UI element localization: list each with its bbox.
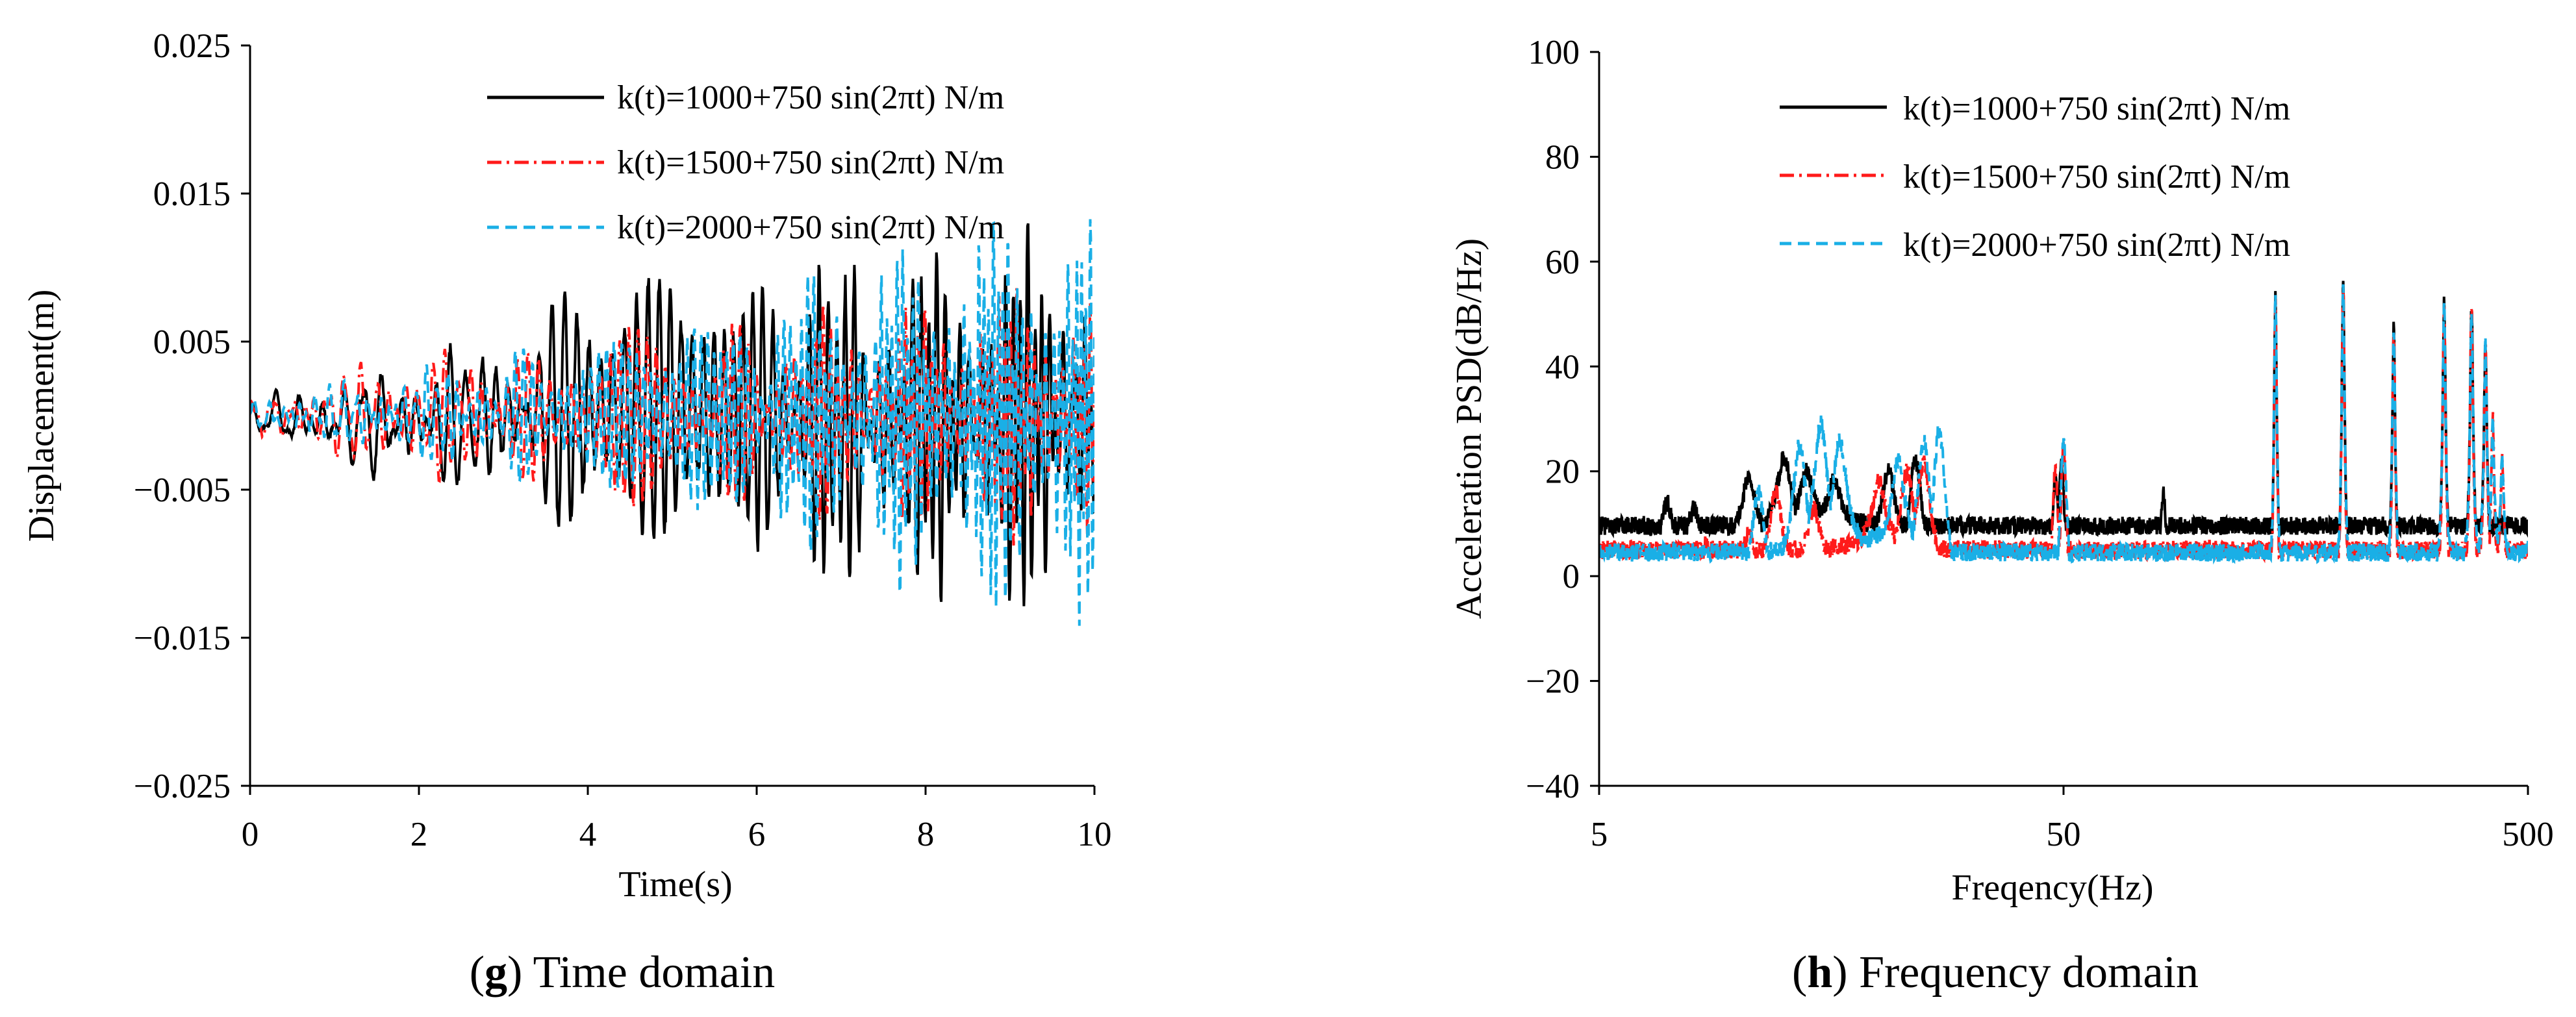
chart-g-y-axis-title: Displacement(m)	[21, 290, 62, 542]
chart-g-y-tick-label: 0.015	[153, 175, 231, 213]
chart-h-x-tick-label: 50	[2047, 816, 2081, 853]
chart-g-series-line	[250, 219, 1094, 626]
chart-h-series-line	[1599, 281, 2528, 539]
chart-h-y-tick-label: 100	[1528, 34, 1580, 71]
chart-g-legend-label: k(t)=1500+750 sin(2πt) N/m	[617, 144, 1004, 181]
chart-h: 100 80 60 40 20 0 −20 −40 5 50 500 Freqency(Hz) A…	[1449, 34, 2554, 908]
chart-g-x-ticks: 0 2 4 6 8 10	[242, 786, 1112, 853]
chart-g-plot-area	[250, 219, 1094, 626]
caption-h: (h) Frequency domain	[1792, 948, 2199, 998]
chart-h-legend-label: k(t)=1500+750 sin(2πt) N/m	[1903, 158, 2290, 195]
chart-h-y-tick-label: −40	[1526, 768, 1580, 805]
chart-h-series-line	[1599, 284, 2528, 566]
chart-g-x-tick-label: 6	[748, 816, 766, 853]
chart-h-y-tick-label: 60	[1545, 244, 1580, 281]
chart-h-legend: k(t)=1000+750 sin(2πt) N/m k(t)=1500+750 …	[1780, 90, 2290, 264]
chart-g-x-tick-label: 4	[579, 816, 597, 853]
chart-g: 0.025 0.015 0.005 −0.005 −0.015 −0.025 0 2 4 6 8 1…	[21, 27, 1112, 905]
chart-g-y-tick-label: −0.025	[134, 768, 231, 805]
chart-g-y-ticks: 0.025 0.015 0.005 −0.005 −0.015 −0.025	[134, 27, 250, 805]
chart-g-x-tick-label: 8	[917, 816, 935, 853]
chart-h-y-tick-label: −20	[1526, 663, 1580, 701]
chart-g-x-tick-label: 0	[242, 816, 259, 853]
chart-g-series-group	[250, 219, 1094, 626]
caption-g: (g) Time domain	[470, 948, 776, 998]
chart-h-legend-label: k(t)=1000+750 sin(2πt) N/m	[1903, 90, 2290, 127]
chart-g-y-tick-label: −0.015	[134, 620, 231, 657]
chart-g-x-axis-title: Time(s)	[618, 864, 732, 905]
chart-g-x-tick-label: 10	[1078, 816, 1112, 853]
chart-h-y-tick-label: 20	[1545, 453, 1580, 491]
chart-g-legend-label: k(t)=2000+750 sin(2πt) N/m	[617, 209, 1004, 246]
chart-h-series-group	[1599, 281, 2528, 566]
chart-h-x-tick-label: 5	[1591, 816, 1608, 853]
chart-g-y-tick-label: −0.005	[134, 471, 231, 509]
chart-g-legend-label: k(t)=1000+750 sin(2πt) N/m	[617, 79, 1004, 116]
chart-h-y-tick-label: 0	[1563, 558, 1580, 596]
chart-h-y-tick-label: 40	[1545, 348, 1580, 386]
chart-h-x-tick-label: 500	[2502, 816, 2554, 853]
chart-h-legend-label: k(t)=2000+750 sin(2πt) N/m	[1903, 227, 2290, 264]
chart-g-y-tick-label: 0.025	[153, 27, 231, 65]
chart-h-y-ticks: 100 80 60 40 20 0 −20 −40	[1526, 34, 1599, 805]
chart-h-y-axis-title: Acceleration PSD(dB/Hz)	[1449, 238, 1489, 619]
chart-g-y-tick-label: 0.005	[153, 323, 231, 361]
chart-h-x-ticks: 5 50 500	[1591, 786, 2554, 853]
chart-h-y-tick-label: 80	[1545, 138, 1580, 176]
chart-h-x-axis-title: Freqency(Hz)	[1952, 868, 2154, 908]
chart-g-x-tick-label: 2	[410, 816, 428, 853]
chart-g-legend: k(t)=1000+750 sin(2πt) N/m k(t)=1500+750 …	[487, 79, 1004, 246]
